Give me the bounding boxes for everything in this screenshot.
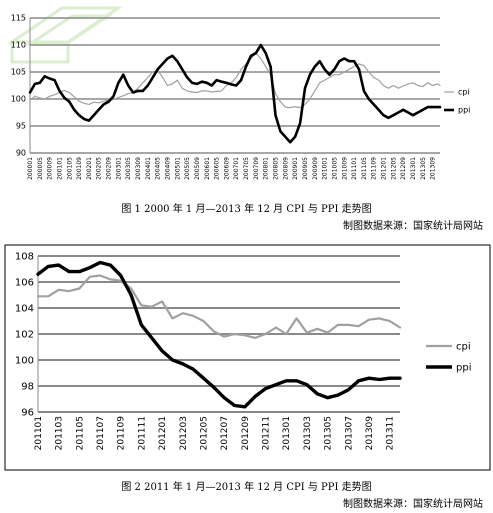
x-tick-label: 200901 bbox=[292, 157, 299, 180]
y-tick-label: 102 bbox=[15, 329, 34, 340]
x-tick-label: 201309 bbox=[430, 157, 437, 180]
x-tick-label: 200701 bbox=[233, 157, 240, 180]
x-tick-label: 201109 bbox=[117, 416, 127, 451]
x-tick-label: 200805 bbox=[273, 157, 280, 180]
x-tick-label: 200501 bbox=[174, 157, 181, 180]
chart-panel-2: 96 98 100 102 104 106 108 201101 201103 201105 20… bbox=[0, 240, 493, 513]
x-tick-label: 200809 bbox=[282, 157, 289, 180]
x-tick-label: 201111 bbox=[137, 416, 147, 450]
x-tick-label: 200101 bbox=[56, 157, 63, 180]
x-tick-label: 200009 bbox=[47, 157, 54, 180]
x-tick-label: 200405 bbox=[155, 157, 162, 180]
x-tick-label: 201101 bbox=[34, 416, 44, 450]
series-line-cpi bbox=[36, 274, 402, 340]
x-tick-label: 200409 bbox=[164, 157, 171, 180]
x-tick-label: 201105 bbox=[361, 157, 368, 180]
y-tick-label: 98 bbox=[21, 381, 34, 392]
y-tick-label: 106 bbox=[15, 277, 34, 288]
x-tick-label: 200509 bbox=[194, 157, 201, 180]
watermark-1 bbox=[7, 6, 123, 64]
y-tick-label: 110 bbox=[11, 41, 26, 50]
x-tick-label: 201305 bbox=[324, 416, 334, 450]
y-tick-label: 100 bbox=[15, 355, 34, 366]
x-tick-label: 200505 bbox=[184, 157, 191, 180]
series-line-ppi bbox=[36, 260, 402, 409]
chart-2-frame bbox=[4, 244, 491, 471]
x-tick-label: 201201 bbox=[381, 157, 388, 180]
x-tick-label: 201103 bbox=[55, 416, 65, 450]
series-line-cpi bbox=[29, 52, 441, 109]
x-tick-label: 200401 bbox=[145, 157, 152, 180]
x-tick-label: 200605 bbox=[214, 157, 221, 180]
x-tick-label: 201209 bbox=[241, 416, 251, 451]
x-tick-label: 200709 bbox=[253, 157, 260, 180]
y-tick-label: 105 bbox=[11, 68, 26, 77]
x-tick-label: 201205 bbox=[199, 416, 209, 450]
legend-label-ppi: ppi bbox=[458, 106, 470, 115]
x-tick-label: 201105 bbox=[75, 416, 85, 450]
x-tick-label: 200105 bbox=[66, 157, 73, 180]
x-tick-label: 200005 bbox=[37, 157, 44, 180]
x-tick-label: 201209 bbox=[400, 157, 407, 180]
chart-2: 96 98 100 102 104 106 108 201101 201103 201105 20… bbox=[4, 244, 491, 471]
x-tick-label: 200309 bbox=[135, 157, 142, 180]
chart-panel-1: 90 95 100 105 110 115 200001 200005 200009 20010… bbox=[0, 0, 493, 240]
x-tick-label: 201311 bbox=[386, 416, 396, 450]
x-tick-label: 200609 bbox=[223, 157, 230, 180]
x-tick-label: 200301 bbox=[115, 157, 122, 180]
x-tick-label: 200905 bbox=[302, 157, 309, 180]
x-tick-label: 200801 bbox=[263, 157, 270, 180]
source-note-1: 制图数据来源：国家统计局网站 bbox=[343, 221, 483, 232]
x-tick-label: 200209 bbox=[106, 157, 113, 180]
y-tick-label: 95 bbox=[16, 122, 26, 131]
x-tick-label: 200305 bbox=[125, 157, 132, 180]
x-tick-label: 200201 bbox=[86, 157, 93, 180]
x-tick-label: 201307 bbox=[344, 416, 354, 450]
y-tick-label: 115 bbox=[11, 14, 26, 23]
x-tick-label: 201001 bbox=[322, 157, 329, 180]
y-tick-label: 108 bbox=[15, 251, 34, 262]
x-tick-label: 201009 bbox=[341, 157, 348, 180]
x-tick-label: 200205 bbox=[96, 157, 103, 180]
x-tick-label: 201301 bbox=[410, 157, 417, 180]
x-tick-label: 201305 bbox=[420, 157, 427, 180]
x-tick-label: 200705 bbox=[243, 157, 250, 180]
x-tick-label: 201101 bbox=[351, 157, 358, 180]
x-tick-label: 200601 bbox=[204, 157, 211, 180]
caption-1: 图 1 2000 年 1 月—2013 年 12 月 CPI 与 PPI 走势图 bbox=[121, 204, 372, 215]
series-line-ppi bbox=[28, 43, 442, 144]
x-tick-label: 201303 bbox=[303, 416, 313, 450]
y-tick-label: 100 bbox=[11, 95, 26, 104]
y-tick-label: 104 bbox=[15, 303, 34, 314]
x-tick-label: 200109 bbox=[76, 157, 83, 180]
source-note-2: 制图数据来源：国家统计局网站 bbox=[343, 499, 483, 510]
legend-label-ppi: ppi bbox=[456, 362, 471, 373]
y-tick-label: 90 bbox=[16, 149, 26, 158]
y-tick-label: 96 bbox=[21, 407, 34, 418]
x-tick-label: 201107 bbox=[96, 416, 106, 450]
caption-2: 图 2 2011 年 1 月—2013 年 12 月 CPI 与 PPI 走势图 bbox=[121, 482, 372, 493]
x-tick-label: 201203 bbox=[179, 416, 189, 450]
legend-label-cpi: cpi bbox=[456, 341, 471, 352]
x-tick-label: 201201 bbox=[158, 416, 168, 450]
x-tick-label: 201109 bbox=[371, 157, 378, 180]
x-tick-label: 201301 bbox=[282, 416, 292, 450]
x-tick-label: 201207 bbox=[220, 416, 230, 450]
x-tick-label: 200001 bbox=[27, 157, 34, 180]
x-tick-label: 201309 bbox=[365, 416, 375, 451]
x-tick-label: 200909 bbox=[312, 157, 319, 180]
legend-label-cpi: cpi bbox=[458, 88, 470, 97]
x-tick-label: 201205 bbox=[390, 157, 397, 180]
x-tick-label: 201005 bbox=[331, 157, 338, 180]
x-tick-label: 201211 bbox=[262, 416, 272, 450]
